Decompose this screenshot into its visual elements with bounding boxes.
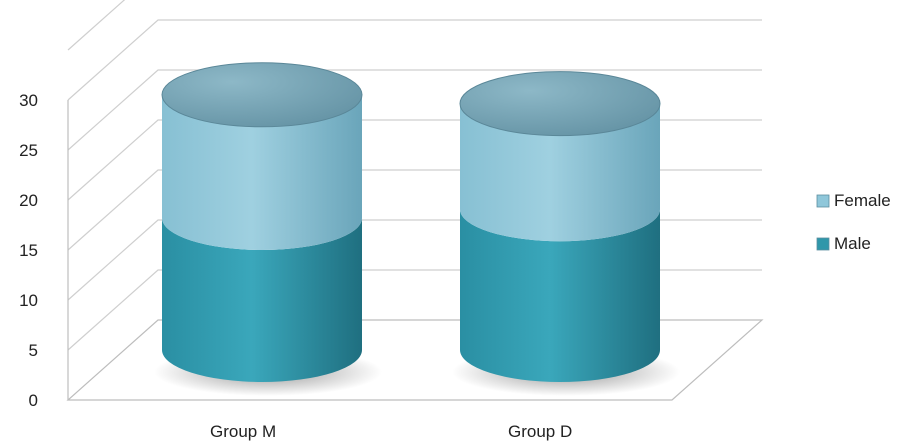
gridline xyxy=(67,69,762,151)
bar-female-group-m xyxy=(162,94,362,250)
legend-label-female: Female xyxy=(834,191,891,210)
x-axis-labels: Group M Group D xyxy=(210,422,572,441)
y-tick-label: 10 xyxy=(19,291,38,310)
cylinder-top xyxy=(161,62,363,128)
y-tick-label: 25 xyxy=(19,141,38,160)
y-tick-label: 20 xyxy=(19,191,38,210)
legend-swatch-female xyxy=(816,194,830,208)
legend-swatch-male xyxy=(816,237,830,251)
floor xyxy=(66,319,764,401)
y-tick-label: 15 xyxy=(19,241,38,260)
x-category-label: Group D xyxy=(508,422,572,441)
legend-label-male: Male xyxy=(834,234,871,253)
cylinder-top xyxy=(459,71,661,137)
bar-male-group-m xyxy=(162,218,362,382)
y-axis-labels: 0 5 10 15 20 25 30 xyxy=(19,91,38,410)
gridline xyxy=(67,19,762,101)
x-category-label: Group M xyxy=(210,422,276,441)
y-tick-label: 30 xyxy=(19,91,38,110)
bars-layer xyxy=(154,62,680,396)
y-tick-label: 0 xyxy=(29,391,38,410)
gridline xyxy=(67,0,126,51)
y-tick-label: 5 xyxy=(29,341,38,360)
legend: Female Male xyxy=(816,191,891,253)
grid-layer xyxy=(66,0,764,401)
bar-female-group-d xyxy=(460,103,660,242)
bar-male-group-d xyxy=(460,209,660,382)
